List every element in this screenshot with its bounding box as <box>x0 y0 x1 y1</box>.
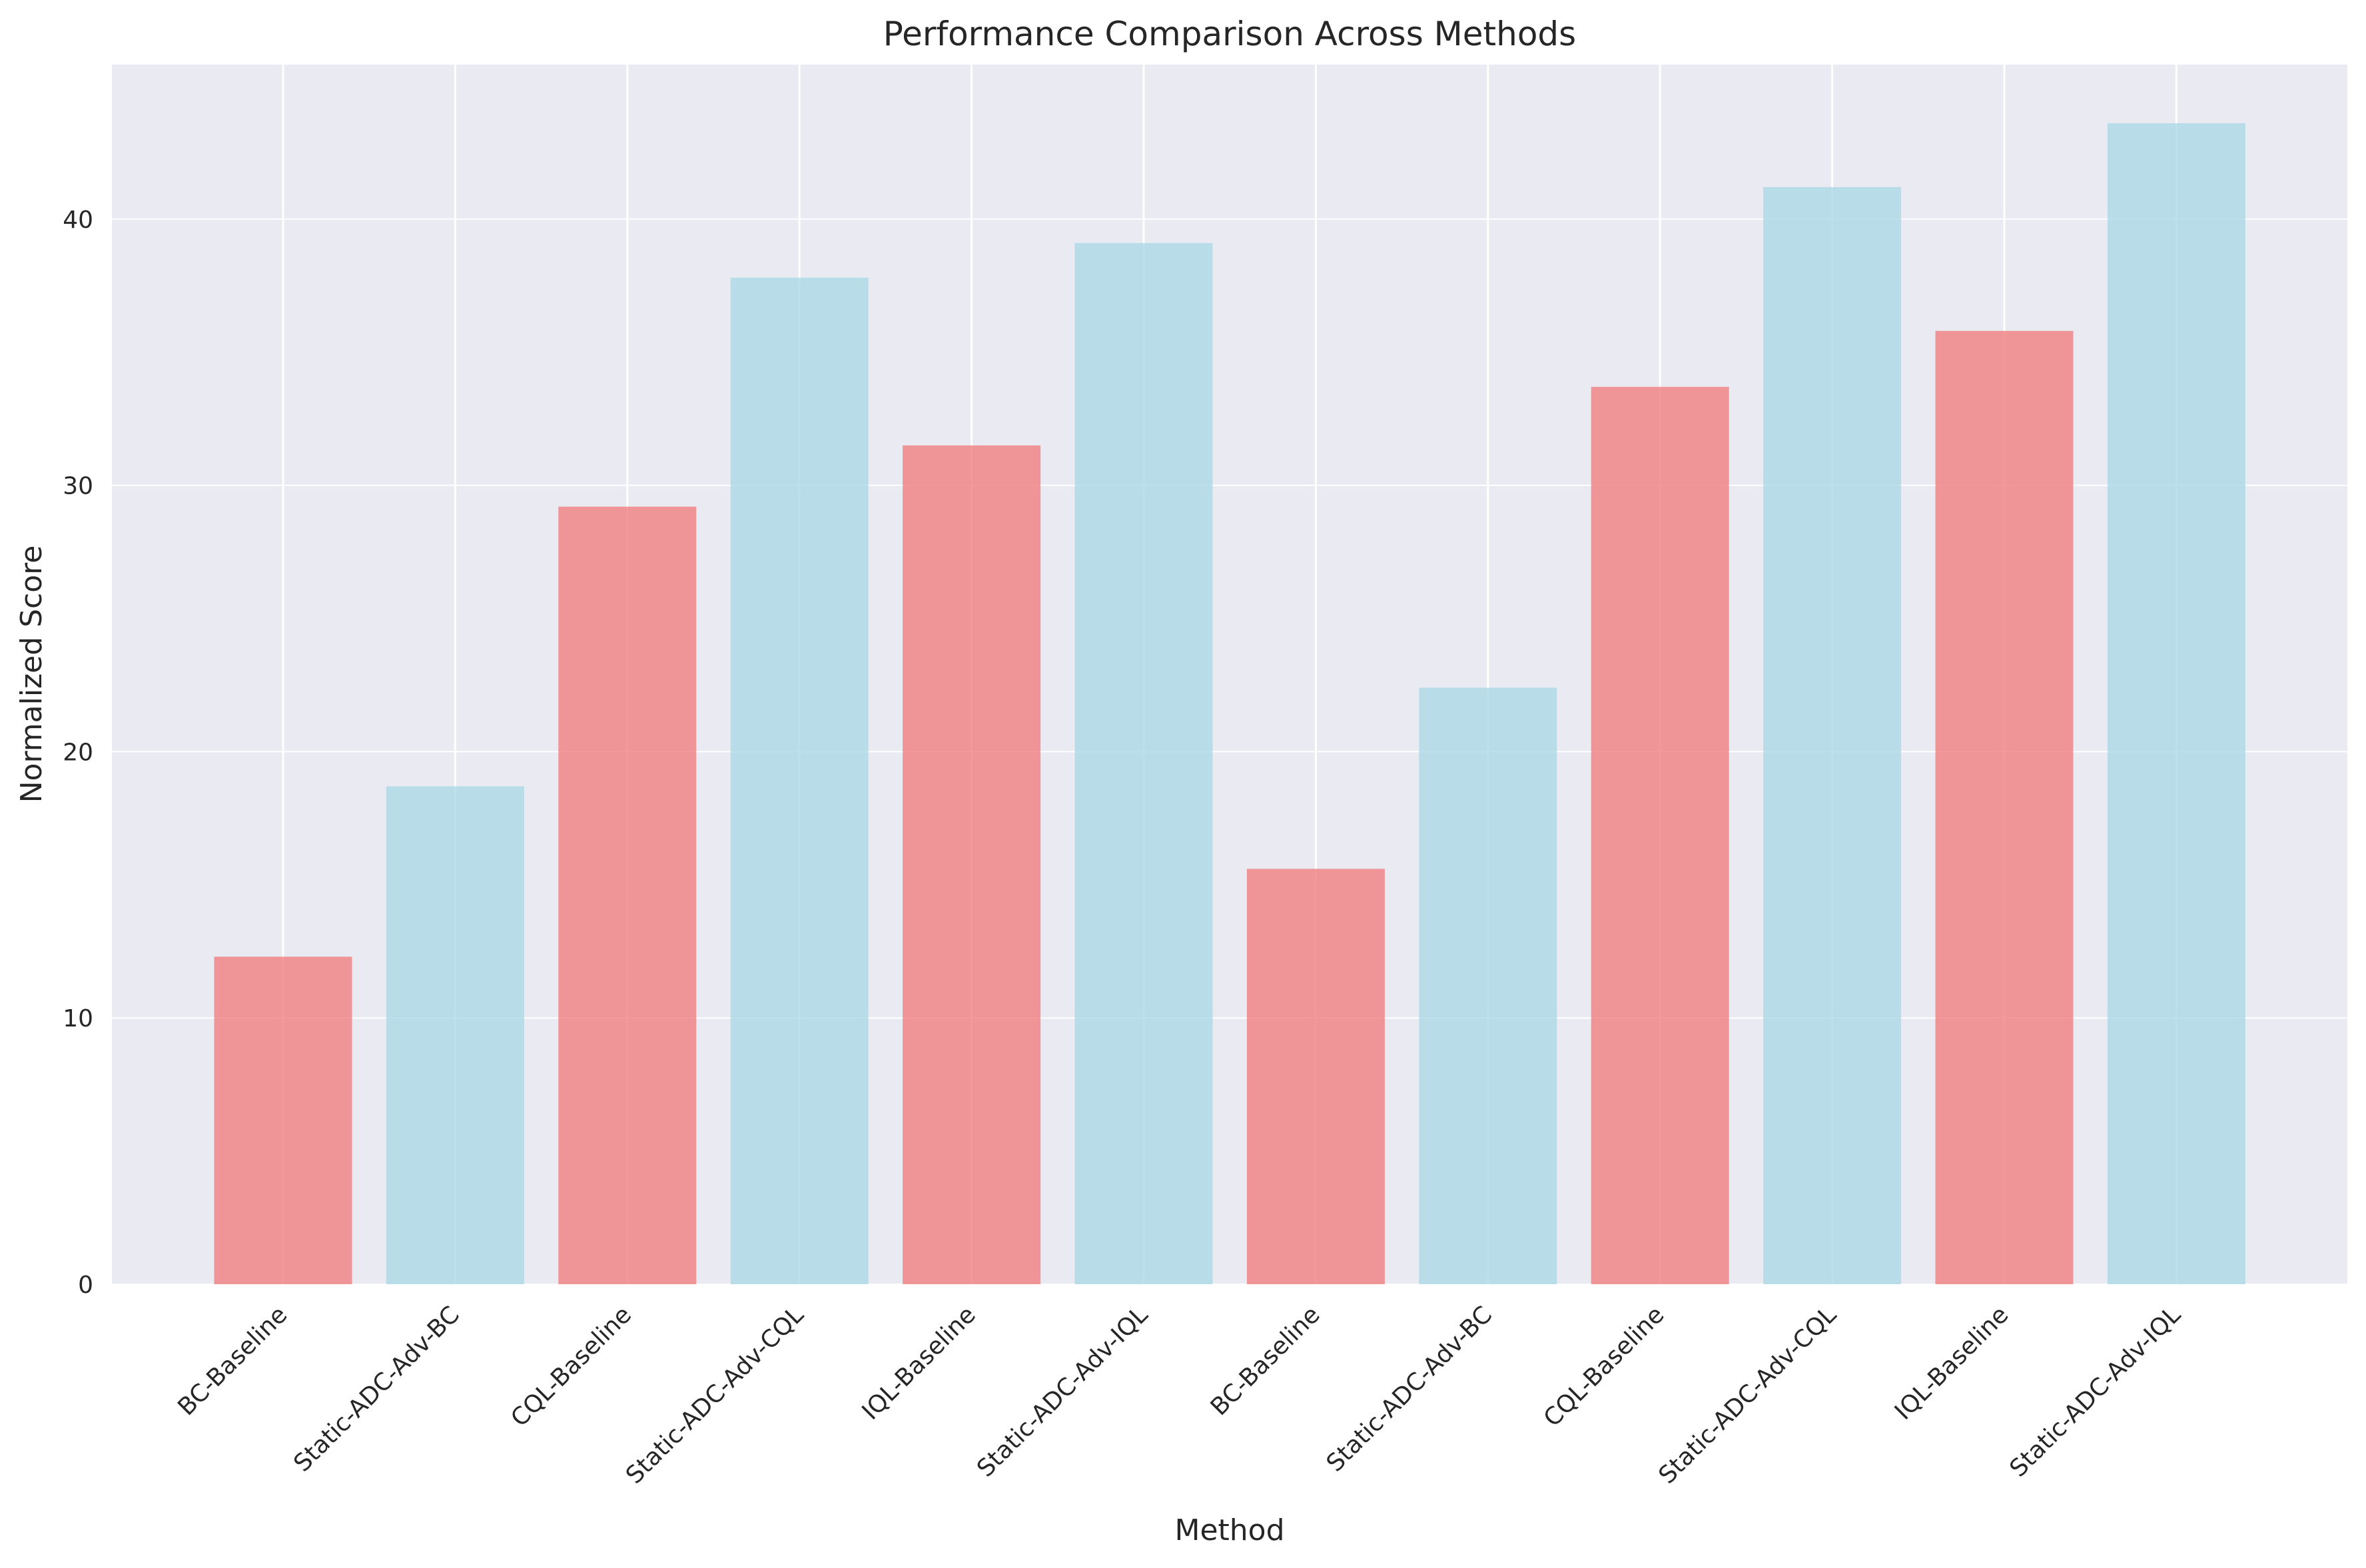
x-tick-label: Static-ADC-Adv-IQL <box>2005 1301 2186 1482</box>
bar-11 <box>1935 330 2074 1285</box>
y-tick-label: 30 <box>63 473 93 500</box>
bars <box>214 123 2245 1285</box>
bar-8 <box>1419 687 1557 1284</box>
bar-9 <box>1591 386 1729 1284</box>
bar-5 <box>903 445 1041 1284</box>
bar-12 <box>2107 123 2245 1285</box>
x-tick-label: BC-Baseline <box>1206 1301 1326 1421</box>
bar-4 <box>730 277 869 1284</box>
x-tick-label: BC-Baseline <box>173 1301 292 1421</box>
y-tick-label: 40 <box>63 206 93 234</box>
bar-2 <box>386 786 524 1284</box>
y-tick-label: 0 <box>78 1272 93 1299</box>
x-tick-label: Static-ADC-Adv-IQL <box>972 1301 1153 1482</box>
x-tick-label: CQL-Baseline <box>506 1301 637 1432</box>
bar-6 <box>1074 242 1213 1284</box>
bar-1 <box>214 957 352 1284</box>
x-axis-label: Method <box>1174 1513 1284 1547</box>
x-tick-label: CQL-Baseline <box>1539 1301 1670 1432</box>
x-tick-label: IQL-Baseline <box>1890 1301 2014 1425</box>
y-tick-label: 10 <box>63 1005 93 1032</box>
bar-10 <box>1763 187 1902 1285</box>
chart-title: Performance Comparison Across Methods <box>883 15 1576 53</box>
x-tick-label: IQL-Baseline <box>857 1301 981 1425</box>
x-tick-label: Static-ADC-Adv-BC <box>288 1301 464 1477</box>
bar-3 <box>558 506 697 1284</box>
y-tick-labels: 0 10 20 30 40 <box>63 206 93 1299</box>
bar-7 <box>1246 869 1385 1284</box>
x-tick-label: Static-ADC-Adv-CQL <box>621 1301 809 1489</box>
x-tick-label: Static-ADC-Adv-BC <box>1322 1301 1497 1477</box>
x-tick-label: Static-ADC-Adv-CQL <box>1653 1301 1842 1489</box>
y-axis-label: Normalized Score <box>15 546 49 803</box>
y-tick-label: 20 <box>63 739 93 766</box>
